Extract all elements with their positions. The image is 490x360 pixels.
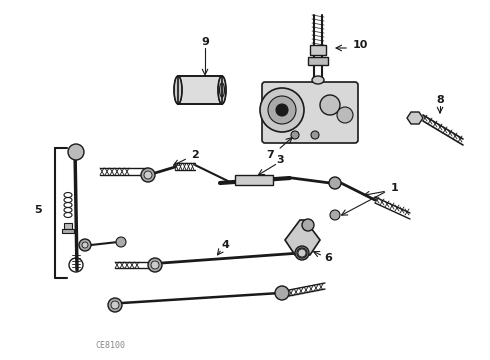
Circle shape <box>320 95 340 115</box>
Circle shape <box>311 131 319 139</box>
Circle shape <box>295 246 309 260</box>
Circle shape <box>108 298 122 312</box>
Circle shape <box>111 301 119 309</box>
Circle shape <box>268 96 296 124</box>
FancyBboxPatch shape <box>262 82 358 143</box>
Circle shape <box>151 261 159 269</box>
Bar <box>178 76 222 104</box>
Ellipse shape <box>218 76 226 104</box>
Circle shape <box>260 88 304 132</box>
Circle shape <box>82 242 88 248</box>
Text: 8: 8 <box>436 95 444 105</box>
Circle shape <box>141 168 155 182</box>
Text: 3: 3 <box>276 155 284 165</box>
Bar <box>235 175 273 185</box>
Bar <box>178 76 222 104</box>
Circle shape <box>291 131 299 139</box>
Circle shape <box>302 219 314 231</box>
Bar <box>62 229 74 233</box>
Circle shape <box>276 104 288 116</box>
Circle shape <box>298 249 306 257</box>
Circle shape <box>329 177 341 189</box>
Ellipse shape <box>220 83 224 97</box>
Bar <box>308 57 328 65</box>
Circle shape <box>79 239 91 251</box>
Circle shape <box>330 210 340 220</box>
Circle shape <box>68 144 84 160</box>
Text: 10: 10 <box>352 40 368 50</box>
Text: 6: 6 <box>324 253 332 263</box>
Text: 9: 9 <box>201 37 209 47</box>
Text: 7: 7 <box>266 150 274 160</box>
Ellipse shape <box>174 76 182 104</box>
Text: 4: 4 <box>221 240 229 250</box>
Circle shape <box>144 171 152 179</box>
Polygon shape <box>407 112 423 124</box>
Text: 2: 2 <box>191 150 199 160</box>
Bar <box>64 223 72 229</box>
Ellipse shape <box>312 76 324 84</box>
Text: 1: 1 <box>391 183 399 193</box>
Text: 5: 5 <box>34 205 42 215</box>
Circle shape <box>337 107 353 123</box>
Bar <box>310 45 326 55</box>
Circle shape <box>275 286 289 300</box>
Text: CE8100: CE8100 <box>95 341 125 350</box>
Circle shape <box>148 258 162 272</box>
Polygon shape <box>285 220 320 255</box>
Circle shape <box>116 237 126 247</box>
